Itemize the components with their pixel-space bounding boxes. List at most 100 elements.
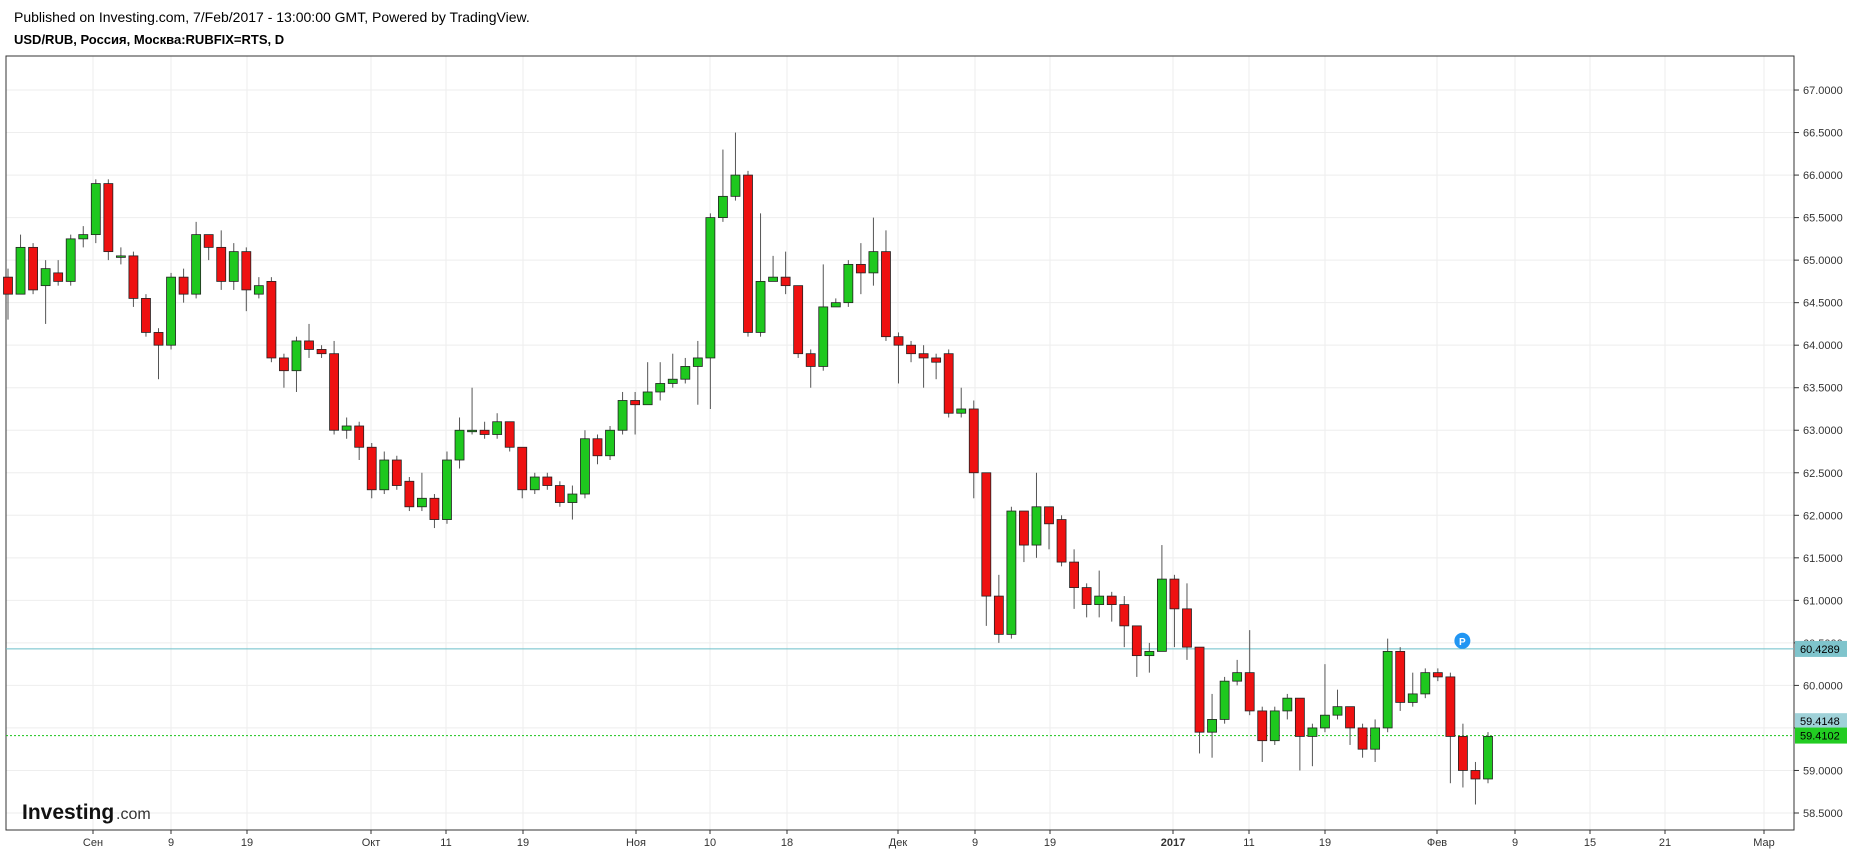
candle-down bbox=[279, 357, 289, 372]
candle-down bbox=[1194, 646, 1205, 733]
candle-down bbox=[855, 263, 866, 274]
candle-down bbox=[1056, 519, 1067, 563]
y-tick-label: 65.0000 bbox=[1803, 255, 1843, 267]
candle-down bbox=[1294, 697, 1305, 737]
y-tick-label: 64.0000 bbox=[1803, 340, 1843, 352]
candle-down bbox=[366, 446, 377, 491]
candle-up bbox=[617, 400, 628, 431]
x-tick-label: 10 bbox=[704, 837, 716, 849]
price-tags: 60.4289 59.4148 59.4102 bbox=[1795, 640, 1847, 744]
candle-down bbox=[241, 251, 252, 291]
candle-down bbox=[28, 246, 38, 291]
candle-up bbox=[40, 268, 51, 287]
price-axis[interactable]: 58.500059.000059.500060.000060.500061.00… bbox=[1794, 85, 1843, 820]
candle-down bbox=[504, 421, 515, 448]
candle-down bbox=[542, 476, 553, 486]
candle-down bbox=[968, 408, 979, 474]
candle-down bbox=[592, 438, 603, 457]
candle-down bbox=[3, 276, 13, 295]
candle-up bbox=[467, 429, 477, 433]
price-tag-box bbox=[1795, 727, 1847, 744]
candle-down bbox=[1445, 676, 1456, 737]
candle-up bbox=[416, 497, 427, 508]
y-tick-label: 65.5000 bbox=[1803, 213, 1843, 225]
candle-up bbox=[730, 174, 741, 197]
candle-up bbox=[680, 366, 691, 380]
candle-up bbox=[529, 476, 540, 491]
candle-down bbox=[1395, 650, 1406, 703]
candle-up bbox=[768, 276, 778, 282]
y-tick-label: 63.0000 bbox=[1803, 425, 1843, 437]
candle-up bbox=[1420, 672, 1431, 695]
price-tag-box bbox=[1795, 640, 1847, 657]
candle-down bbox=[479, 429, 490, 435]
candle-up bbox=[1282, 697, 1293, 712]
x-tick-label: 18 bbox=[781, 837, 793, 849]
price-tag-grey: 59.4148 bbox=[1795, 713, 1847, 730]
x-tick-label: 19 bbox=[517, 837, 529, 849]
x-tick-label: 11 bbox=[1243, 837, 1254, 849]
candle-up bbox=[1483, 736, 1493, 780]
candle-down bbox=[178, 276, 189, 295]
candle-up bbox=[1407, 693, 1418, 703]
candle-down bbox=[316, 349, 327, 355]
candle-up bbox=[1006, 510, 1017, 635]
x-tick-label: 9 bbox=[168, 837, 174, 849]
candle-up bbox=[580, 438, 590, 495]
candle-down bbox=[1106, 595, 1117, 606]
candle-up bbox=[655, 383, 666, 393]
candle-down bbox=[1432, 672, 1443, 678]
candle-down bbox=[1069, 561, 1080, 588]
candle-up bbox=[1094, 595, 1105, 606]
candle-down bbox=[1182, 608, 1192, 648]
candle-up bbox=[341, 425, 352, 431]
candle-up bbox=[692, 357, 703, 367]
candle-up bbox=[1320, 714, 1330, 729]
marker-badge[interactable]: P bbox=[1454, 632, 1471, 649]
candle-down bbox=[993, 595, 1004, 635]
marker-label: P bbox=[1459, 637, 1466, 648]
y-tick-label: 60.0000 bbox=[1803, 680, 1843, 692]
price-tag-box bbox=[1795, 713, 1847, 730]
candle-down bbox=[1019, 510, 1029, 546]
y-tick-label: 62.0000 bbox=[1803, 510, 1843, 522]
candle-down bbox=[517, 446, 528, 491]
candle-up bbox=[1144, 650, 1155, 657]
y-tick-label: 61.5000 bbox=[1803, 553, 1843, 565]
candle-down bbox=[153, 332, 164, 346]
candle-down bbox=[103, 183, 114, 253]
x-tick-label: 19 bbox=[1319, 837, 1331, 849]
candle-down bbox=[881, 251, 891, 338]
candle-up bbox=[605, 429, 615, 457]
candle-down bbox=[216, 246, 227, 282]
x-tick-label: 15 bbox=[1584, 837, 1596, 849]
y-tick-label: 64.5000 bbox=[1803, 298, 1843, 310]
candle-up bbox=[442, 459, 452, 520]
candle-up bbox=[868, 251, 879, 274]
symbol-title: USD/RUB, Россия, Москва:RUBFIX=RTS, D bbox=[14, 32, 285, 47]
candle-up bbox=[115, 255, 126, 258]
candle-down bbox=[141, 298, 151, 333]
candle-up bbox=[454, 429, 465, 461]
candle-down bbox=[128, 255, 139, 299]
candle-up bbox=[956, 408, 967, 414]
candle-up bbox=[718, 195, 728, 219]
y-tick-label: 61.0000 bbox=[1803, 595, 1843, 607]
logo-suffix: .com bbox=[116, 806, 151, 823]
candle-down bbox=[1244, 672, 1255, 712]
published-caption: Published on Investing.com, 7/Feb/2017 -… bbox=[14, 9, 530, 25]
candle-down bbox=[554, 485, 565, 503]
candles[interactable] bbox=[3, 132, 1493, 805]
time-axis[interactable]: Сен 9 19 Окт 11 19 Ноя 10 18 Дек 9 19 2017 11 19 Фев 9 15… bbox=[83, 830, 1775, 849]
price-tag-label: 59.4102 bbox=[1800, 731, 1840, 743]
price-lines bbox=[6, 648, 1794, 737]
candle-up bbox=[253, 285, 264, 295]
candle-down bbox=[1345, 706, 1355, 729]
candle-up bbox=[1031, 506, 1042, 546]
candle-down bbox=[266, 280, 277, 359]
y-tick-label: 67.0000 bbox=[1803, 85, 1843, 97]
candle-down bbox=[793, 285, 804, 355]
x-tick-label: 19 bbox=[1044, 837, 1056, 849]
candle-up bbox=[492, 421, 503, 435]
